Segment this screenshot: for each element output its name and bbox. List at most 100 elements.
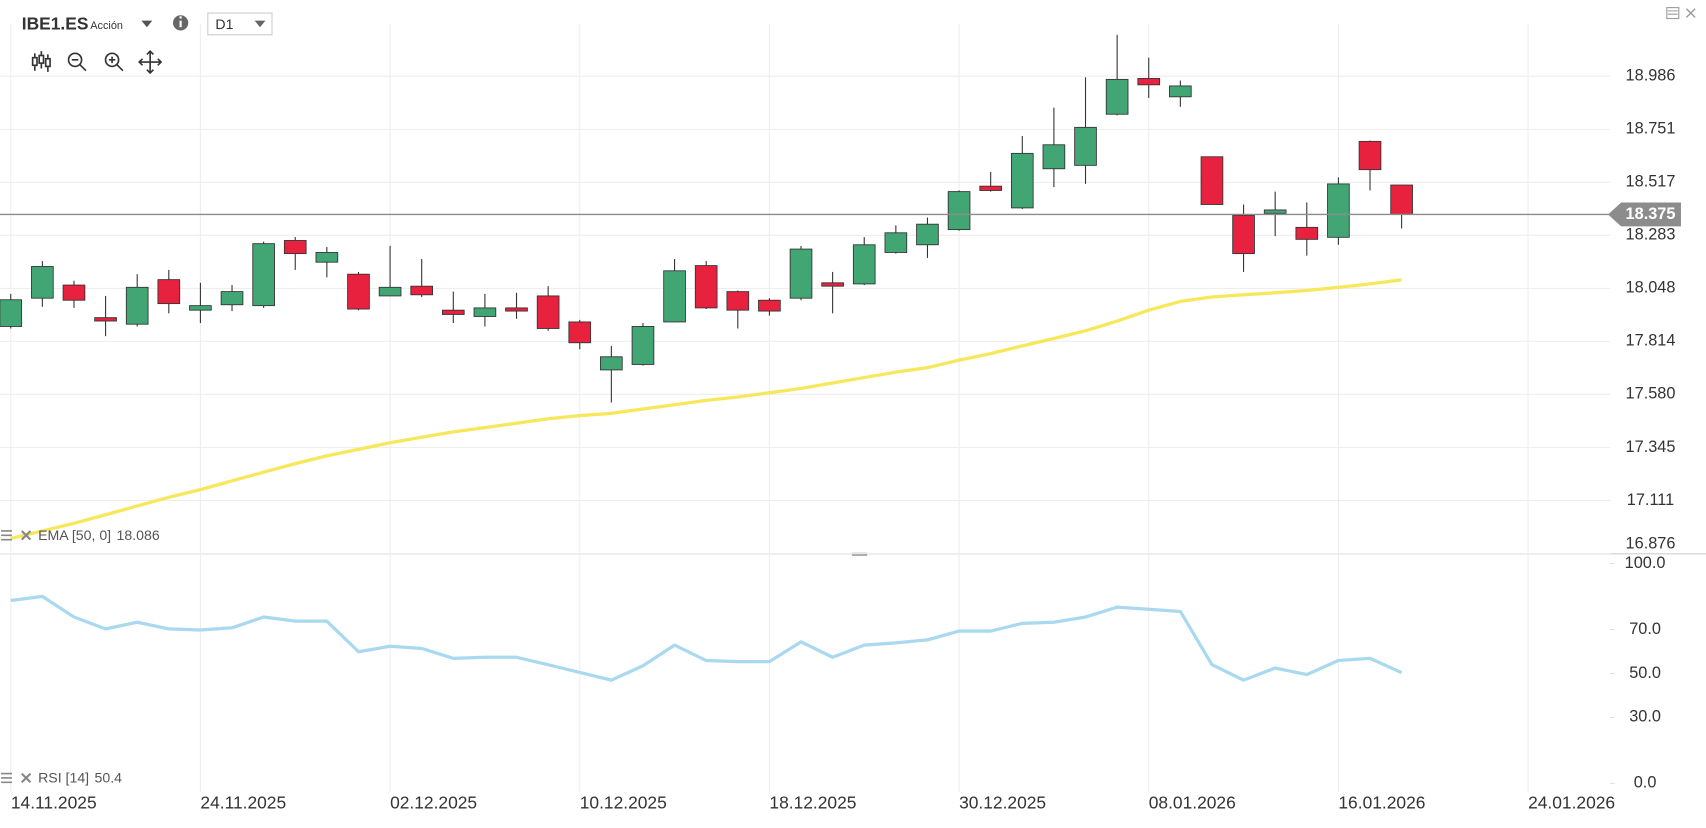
y-tick-label: 18.283 [1626, 226, 1676, 244]
last-price-label: 18.375 [1626, 205, 1676, 223]
candle-body [473, 307, 497, 317]
candle-body [62, 284, 86, 301]
candle-tool-body [44, 57, 51, 68]
candle-body [505, 307, 528, 312]
close-button[interactable] [1685, 8, 1696, 18]
y-tick-label: 70.0 [1629, 620, 1661, 638]
candle-body [0, 299, 23, 327]
candle-body [1010, 152, 1034, 209]
ema-legend: EMA [50, 0] [38, 527, 111, 543]
y-tick-label: 18.751 [1626, 120, 1676, 138]
candle-body [979, 185, 1002, 191]
candle-body [1074, 126, 1097, 166]
maximize-button[interactable] [1666, 7, 1680, 20]
rsi-last-value: 50.4 [95, 770, 123, 786]
candle-body [315, 252, 339, 263]
legends: EMA [50, 0] 18.086 RSI [14] 50.4 [1, 527, 160, 786]
y-tick-label: 17.580 [1626, 385, 1676, 403]
ema-last-value: 18.086 [117, 527, 160, 543]
dropdown-arrow[interactable] [141, 20, 153, 28]
x-tick-label: 24.11.2025 [200, 793, 286, 813]
y-tick-label: 17.111 [1627, 491, 1674, 509]
candle-body [536, 295, 560, 329]
candle-body [1327, 183, 1350, 238]
candle-body [1200, 156, 1224, 205]
rsi-legend: RSI [14] [38, 770, 89, 786]
x-tick-label: 16.01.2026 [1338, 793, 1425, 813]
candle-body [852, 244, 876, 285]
candle-body [694, 265, 718, 309]
y-tick-label: 30.0 [1629, 708, 1661, 726]
y-tick-label: 18.048 [1626, 279, 1676, 297]
timeframe-arrow [254, 20, 266, 28]
candle-body [1042, 144, 1066, 170]
candle-body [947, 191, 971, 231]
candle-body [189, 305, 212, 311]
zoom-in-tool[interactable] [104, 52, 120, 68]
y-tick-label: 17.814 [1626, 332, 1676, 350]
rsi-legend-icons[interactable] [1, 772, 32, 784]
timeframe[interactable]: D1 [215, 16, 233, 32]
candle-body [1263, 209, 1287, 214]
y-tick-label: 17.345 [1626, 438, 1676, 456]
candle-body [1295, 226, 1319, 240]
zoom-out-glyph [71, 59, 87, 72]
candle-body [378, 286, 402, 297]
settings-icon[interactable] [1, 772, 12, 784]
candle-body [347, 273, 370, 310]
candle-body [252, 243, 275, 307]
remove-icon[interactable] [20, 530, 32, 541]
x-tick-label: 10.12.2025 [580, 793, 667, 813]
y-tick-label: 18.517 [1626, 173, 1676, 191]
pan-tool[interactable] [138, 49, 163, 75]
symbol[interactable]: IBE1.ES [22, 14, 89, 34]
info-icon-dot [179, 16, 182, 19]
candle-body [125, 286, 149, 325]
y-tick-label: 18.986 [1626, 67, 1676, 85]
ema-legend-icons[interactable] [1, 530, 32, 541]
candle-body [157, 279, 181, 305]
y-tick-label: 0.0 [1634, 774, 1657, 792]
candle-body [726, 291, 750, 311]
chart-tools [31, 49, 163, 75]
x-tick-label: 14.11.2025 [11, 793, 97, 813]
candle-body [568, 321, 592, 344]
y-tick-label: 100.0 [1625, 554, 1666, 572]
candle-tool-body [31, 56, 38, 67]
candle-body [220, 291, 244, 306]
candle-body [884, 232, 908, 253]
timeframe-select[interactable] [207, 12, 273, 36]
settings-icon[interactable] [1, 530, 12, 541]
instrument-kind[interactable]: Acción [90, 20, 123, 32]
candle-body [441, 309, 465, 315]
y-tick-label: 50.0 [1629, 664, 1661, 682]
candle-body [758, 299, 781, 312]
candle-body [31, 266, 54, 299]
candle-body [1358, 140, 1382, 171]
zoom-out-tool[interactable] [67, 52, 83, 68]
ema-line [10, 278, 1402, 541]
candle-body [631, 326, 655, 365]
x-tick-label: 30.12.2025 [959, 793, 1046, 813]
grid: 14.11.2025 24.11.2025 02.12.2025 10.12.2025… [0, 23, 1676, 813]
plot: 18.375 [0, 34, 1681, 682]
rsi-line [10, 594, 1403, 682]
maximize-glyph [1667, 10, 1678, 15]
panel-resize-handle[interactable] [851, 552, 868, 556]
candle-body [663, 270, 686, 323]
candle-body [410, 285, 434, 296]
candle-body [1169, 85, 1192, 98]
candle-body [1390, 184, 1413, 215]
candle-body [600, 356, 623, 371]
candle-body [283, 240, 307, 255]
y-tick-label: 16.876 [1626, 534, 1676, 552]
zoom-in-glyph [108, 56, 124, 72]
candle-body [821, 282, 844, 287]
window-controls [1666, 7, 1696, 20]
last-price-tag [1608, 202, 1681, 227]
candle-body [1137, 78, 1161, 86]
remove-icon[interactable] [20, 772, 32, 784]
